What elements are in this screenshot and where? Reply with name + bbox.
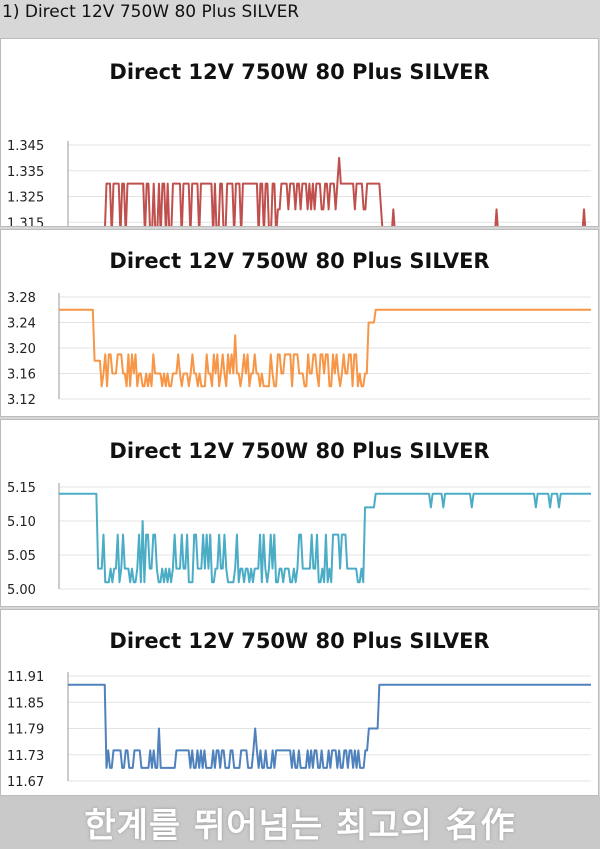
y-tick-label: 1.345 bbox=[7, 139, 44, 154]
series-line bbox=[59, 308, 591, 388]
y-tick-label: 5.15 bbox=[7, 481, 36, 496]
chart-panel-12v: Direct 12V 750W 80 Plus SILVER 1.345 1.335… bbox=[0, 38, 599, 227]
y-tick-label: 11.91 bbox=[7, 670, 44, 685]
chart-svg: Direct 12V 750W 80 Plus SILVER 11.91 11.85… bbox=[7, 629, 591, 790]
y-tick-label: 5.05 bbox=[7, 549, 36, 564]
footer-slogan: 한계를 뛰어넘는 최고의 名作 bbox=[84, 806, 516, 846]
page-heading: 1) Direct 12V 750W 80 Plus SILVER bbox=[2, 2, 300, 22]
y-tick-label: 1.325 bbox=[7, 191, 44, 206]
chart-title: Direct 12V 750W 80 Plus SILVER bbox=[109, 439, 489, 463]
chart-title: Direct 12V 750W 80 Plus SILVER bbox=[109, 629, 489, 653]
y-tick-label: 11.73 bbox=[7, 749, 44, 764]
y-tick-label: 3.12 bbox=[7, 393, 36, 408]
chart-svg: Direct 12V 750W 80 Plus SILVER 5.15 5.10 5.… bbox=[7, 439, 591, 598]
chart-svg: Direct 12V 750W 80 Plus SILVER 1.345 1.335… bbox=[7, 60, 591, 226]
chart-panel-5v: Direct 12V 750W 80 Plus SILVER 5.15 5.10 5.… bbox=[0, 419, 599, 607]
footer-banner bbox=[0, 796, 600, 849]
y-tick-label: 11.67 bbox=[7, 775, 44, 790]
y-tick-label: 11.79 bbox=[7, 723, 44, 738]
y-tick-label: 3.20 bbox=[7, 342, 36, 357]
series-line bbox=[104, 156, 587, 226]
y-tick-label: 3.16 bbox=[7, 368, 36, 383]
y-tick-label: 5.00 bbox=[7, 583, 36, 598]
y-tick-label: 3.28 bbox=[7, 291, 36, 306]
series-line bbox=[59, 492, 591, 584]
chart-panel-12v-rail: Direct 12V 750W 80 Plus SILVER 11.91 11.85… bbox=[0, 609, 599, 796]
chart-svg: Direct 12V 750W 80 Plus SILVER 3.28 3.24 3.… bbox=[7, 249, 591, 408]
y-tick-label: 11.85 bbox=[7, 696, 44, 711]
chart-title: Direct 12V 750W 80 Plus SILVER bbox=[109, 249, 489, 273]
chart-panel-3v: Direct 12V 750W 80 Plus SILVER 3.28 3.24 3.… bbox=[0, 229, 599, 417]
y-tick-label: 5.10 bbox=[7, 515, 36, 530]
chart-title: Direct 12V 750W 80 Plus SILVER bbox=[109, 60, 489, 84]
y-tick-label: 1.335 bbox=[7, 165, 44, 180]
y-tick-label: 3.24 bbox=[7, 317, 36, 332]
y-tick-label: 1.315 bbox=[7, 216, 44, 226]
series-line bbox=[68, 683, 591, 769]
